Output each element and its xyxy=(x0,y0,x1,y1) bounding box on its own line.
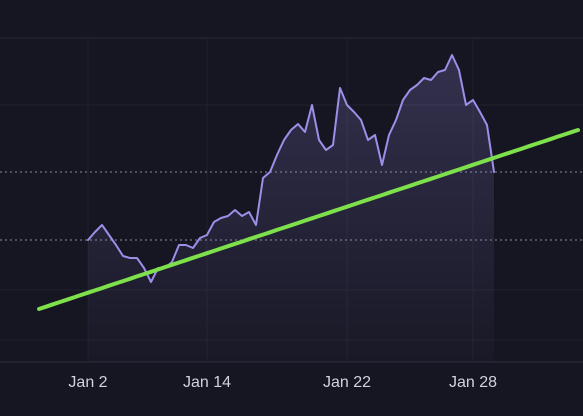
trend-line xyxy=(37,128,580,311)
x-tick-label: Jan 22 xyxy=(323,374,371,391)
x-tick-label: Jan 28 xyxy=(449,374,497,391)
x-tick-label: Jan 14 xyxy=(183,374,231,391)
x-tick-label: Jan 2 xyxy=(68,374,107,391)
price-line xyxy=(87,54,495,283)
area xyxy=(88,55,494,362)
